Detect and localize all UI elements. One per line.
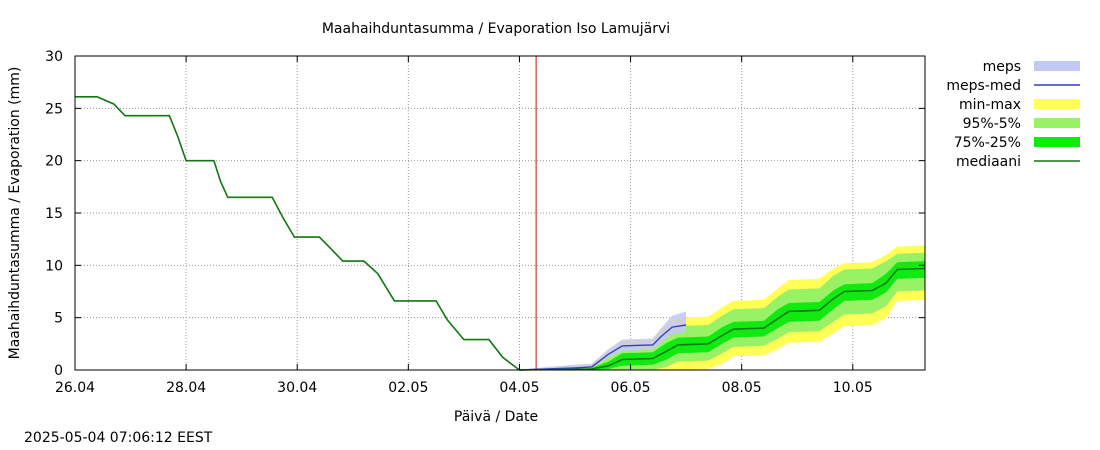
- legend-label-min-max: min-max: [959, 97, 1021, 113]
- grid: [75, 56, 925, 370]
- x-tick-label: 06.05: [611, 380, 651, 396]
- y-tick-label: 25: [45, 101, 63, 117]
- axes: 0 5 10 15 20 25 30 26.04 28.04 30.04 02.05 04.05 06.…: [45, 49, 925, 396]
- y-tick-label: 5: [54, 311, 63, 327]
- x-axis-label: Päivä / Date: [454, 409, 538, 425]
- timestamp: 2025-05-04 07:06:12 EEST: [24, 430, 213, 446]
- legend-swatch-p75-25: [1034, 137, 1080, 147]
- legend-swatch-min-max: [1034, 99, 1080, 109]
- y-tick-label: 0: [54, 363, 63, 379]
- x-tick-label: 26.04: [55, 380, 95, 396]
- lines-layer: [75, 96, 926, 371]
- x-tick-label: 04.05: [499, 380, 539, 396]
- meps-med-line: [519, 324, 687, 371]
- x-tick-label: 02.05: [388, 380, 428, 396]
- band-95-5: [519, 252, 925, 370]
- band-min-max: [519, 245, 925, 370]
- y-tick-label: 20: [45, 154, 63, 170]
- median-line: [519, 267, 926, 371]
- legend-label-meps-med: meps-med: [946, 78, 1021, 94]
- y-tick-label: 10: [45, 258, 63, 274]
- legend-swatch-meps: [1034, 61, 1080, 71]
- legend-label-p75-25: 75%-25%: [954, 135, 1021, 151]
- y-axis-label: Maahaihduntasumma / Evaporation (mm): [7, 67, 23, 360]
- legend-swatch-p95-5: [1034, 118, 1080, 128]
- x-tick-label: 10.05: [833, 380, 873, 396]
- observed-line: [75, 96, 520, 371]
- legend-label-p95-5: 95%-5%: [963, 116, 1021, 132]
- y-tick-label: 30: [45, 49, 63, 65]
- chart-title: Maahaihduntasumma / Evaporation Iso Lamu…: [322, 21, 670, 37]
- x-tick-label: 28.04: [166, 380, 206, 396]
- x-tick-label: 30.04: [277, 380, 317, 396]
- legend-label-mediaani: mediaani: [956, 154, 1021, 170]
- legend-label-meps: meps: [983, 59, 1021, 75]
- legend: meps meps-med min-max 95%-5% 75%-25% mediaani: [946, 59, 1080, 170]
- x-tick-label: 08.05: [722, 380, 762, 396]
- y-tick-label: 15: [45, 206, 63, 222]
